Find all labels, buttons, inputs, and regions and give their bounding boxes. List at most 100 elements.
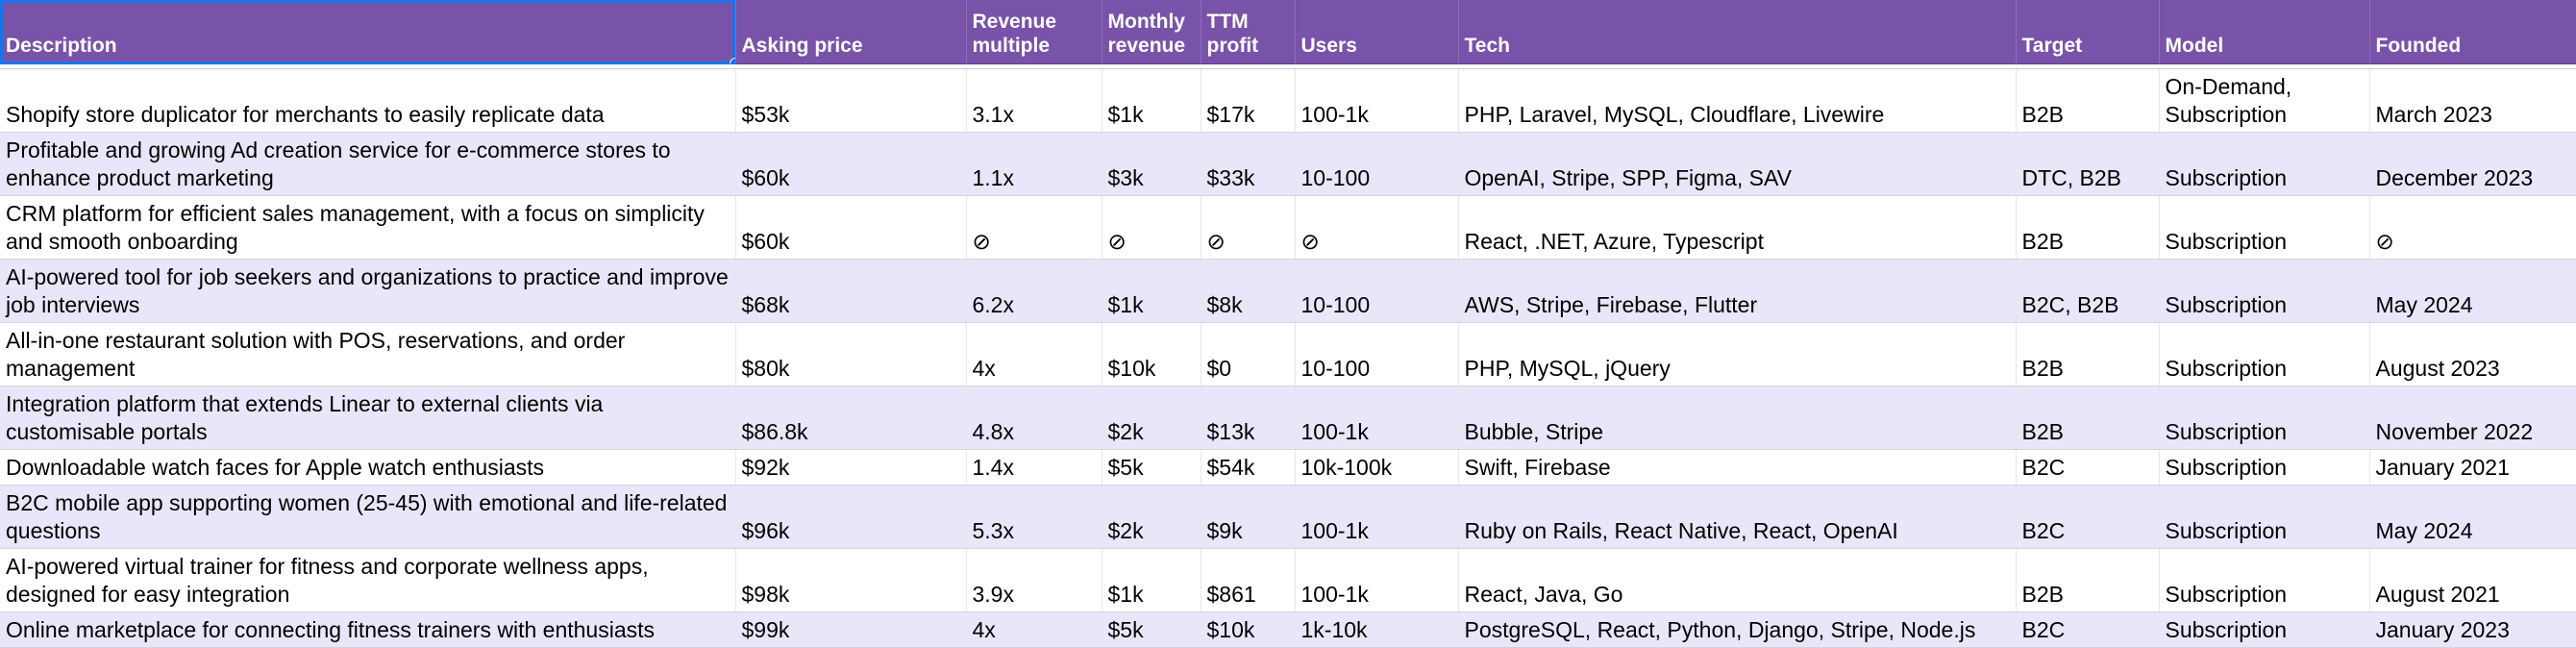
cell-monthly-revenue[interactable]: $3k bbox=[1102, 132, 1201, 196]
cell-users[interactable]: 1k-10k bbox=[1295, 611, 1459, 648]
cell-asking-price[interactable]: $92k bbox=[735, 449, 967, 486]
cell-model[interactable]: Subscription bbox=[2159, 195, 2370, 260]
cell-asking-price[interactable]: $60k bbox=[735, 132, 967, 196]
cell-monthly-revenue[interactable]: $10k bbox=[1102, 322, 1201, 386]
cell-ttm-profit[interactable]: $13k bbox=[1201, 386, 1296, 450]
cell-revenue-multiple[interactable]: ⊘ bbox=[966, 195, 1102, 260]
cell-founded[interactable]: August 2023 bbox=[2369, 322, 2576, 386]
cell-tech[interactable]: PHP, MySQL, jQuery bbox=[1458, 322, 2017, 386]
cell-description[interactable]: CRM platform for efficient sales managem… bbox=[0, 195, 736, 260]
cell-target[interactable]: B2B bbox=[2016, 322, 2160, 386]
cell-monthly-revenue[interactable]: $5k bbox=[1102, 449, 1201, 486]
cell-asking-price[interactable]: $60k bbox=[735, 195, 967, 260]
cell-users[interactable]: 100-1k bbox=[1295, 68, 1459, 133]
cell-description[interactable]: Profitable and growing Ad creation servi… bbox=[0, 132, 736, 196]
cell-monthly-revenue[interactable]: $2k bbox=[1102, 386, 1201, 450]
cell-founded[interactable]: May 2024 bbox=[2369, 485, 2576, 549]
cell-users[interactable]: 10k-100k bbox=[1295, 449, 1459, 486]
cell-description[interactable]: Downloadable watch faces for Apple watch… bbox=[0, 449, 736, 486]
cell-ttm-profit[interactable]: $10k bbox=[1201, 611, 1296, 648]
cell-asking-price[interactable]: $98k bbox=[735, 548, 967, 612]
cell-target[interactable]: B2C bbox=[2016, 611, 2160, 648]
cell-tech[interactable]: Swift, Firebase bbox=[1458, 449, 2017, 486]
column-header-founded[interactable]: Founded bbox=[2369, 0, 2576, 64]
cell-users[interactable]: 10-100 bbox=[1295, 132, 1459, 196]
cell-tech[interactable]: OpenAI, Stripe, SPP, Figma, SAV bbox=[1458, 132, 2017, 196]
cell-revenue-multiple[interactable]: 5.3x bbox=[966, 485, 1102, 549]
cell-revenue-multiple[interactable]: 4.8x bbox=[966, 386, 1102, 450]
column-header-revenue-multiple[interactable]: Revenue multiple bbox=[966, 0, 1102, 64]
cell-model[interactable]: Subscription bbox=[2159, 485, 2370, 549]
cell-model[interactable]: Subscription bbox=[2159, 259, 2370, 323]
cell-tech[interactable]: PostgreSQL, React, Python, Django, Strip… bbox=[1458, 611, 2017, 648]
cell-users[interactable]: 10-100 bbox=[1295, 259, 1459, 323]
cell-monthly-revenue[interactable]: $5k bbox=[1102, 611, 1201, 648]
cell-ttm-profit[interactable]: $33k bbox=[1201, 132, 1296, 196]
cell-target[interactable]: B2B bbox=[2016, 548, 2160, 612]
cell-description[interactable]: AI-powered tool for job seekers and orga… bbox=[0, 259, 736, 323]
cell-description[interactable]: All-in-one restaurant solution with POS,… bbox=[0, 322, 736, 386]
cell-tech[interactable]: PHP, Laravel, MySQL, Cloudflare, Livewir… bbox=[1458, 68, 2017, 133]
cell-target[interactable]: B2B bbox=[2016, 68, 2160, 133]
column-header-tech[interactable]: Tech bbox=[1458, 0, 2017, 64]
cell-monthly-revenue[interactable]: $2k bbox=[1102, 485, 1201, 549]
cell-model[interactable]: Subscription bbox=[2159, 322, 2370, 386]
cell-founded[interactable]: May 2024 bbox=[2369, 259, 2576, 323]
cell-tech[interactable]: React, Java, Go bbox=[1458, 548, 2017, 612]
cell-monthly-revenue[interactable]: $1k bbox=[1102, 68, 1201, 133]
selection-handle[interactable] bbox=[729, 58, 734, 63]
cell-target[interactable]: B2C bbox=[2016, 449, 2160, 486]
cell-revenue-multiple[interactable]: 3.9x bbox=[966, 548, 1102, 612]
cell-ttm-profit[interactable]: $0 bbox=[1201, 322, 1296, 386]
column-header-users[interactable]: Users bbox=[1295, 0, 1459, 64]
cell-target[interactable]: B2B bbox=[2016, 386, 2160, 450]
cell-model[interactable]: Subscription bbox=[2159, 449, 2370, 486]
cell-tech[interactable]: AWS, Stripe, Firebase, Flutter bbox=[1458, 259, 2017, 323]
cell-ttm-profit[interactable]: $9k bbox=[1201, 485, 1296, 549]
column-header-description[interactable]: Description bbox=[0, 0, 736, 64]
cell-model[interactable]: Subscription bbox=[2159, 386, 2370, 450]
cell-target[interactable]: B2C bbox=[2016, 485, 2160, 549]
cell-monthly-revenue[interactable]: $1k bbox=[1102, 259, 1201, 323]
cell-asking-price[interactable]: $96k bbox=[735, 485, 967, 549]
cell-users[interactable]: 100-1k bbox=[1295, 548, 1459, 612]
cell-ttm-profit[interactable]: $8k bbox=[1201, 259, 1296, 323]
cell-ttm-profit[interactable]: $861 bbox=[1201, 548, 1296, 612]
cell-tech[interactable]: React, .NET, Azure, Typescript bbox=[1458, 195, 2017, 260]
cell-description[interactable]: Integration platform that extends Linear… bbox=[0, 386, 736, 450]
cell-ttm-profit[interactable]: $17k bbox=[1201, 68, 1296, 133]
cell-asking-price[interactable]: $53k bbox=[735, 68, 967, 133]
cell-founded[interactable]: ⊘ bbox=[2369, 195, 2576, 260]
column-header-asking-price[interactable]: Asking price bbox=[735, 0, 967, 64]
cell-revenue-multiple[interactable]: 3.1x bbox=[966, 68, 1102, 133]
cell-revenue-multiple[interactable]: 4x bbox=[966, 611, 1102, 648]
cell-revenue-multiple[interactable]: 4x bbox=[966, 322, 1102, 386]
cell-revenue-multiple[interactable]: 1.4x bbox=[966, 449, 1102, 486]
column-header-model[interactable]: Model bbox=[2159, 0, 2370, 64]
cell-founded[interactable]: August 2021 bbox=[2369, 548, 2576, 612]
cell-asking-price[interactable]: $99k bbox=[735, 611, 967, 648]
cell-monthly-revenue[interactable]: ⊘ bbox=[1102, 195, 1201, 260]
column-header-ttm-profit[interactable]: TTM profit bbox=[1201, 0, 1296, 64]
cell-users[interactable]: 100-1k bbox=[1295, 485, 1459, 549]
cell-users[interactable]: 10-100 bbox=[1295, 322, 1459, 386]
cell-asking-price[interactable]: $80k bbox=[735, 322, 967, 386]
cell-tech[interactable]: Ruby on Rails, React Native, React, Open… bbox=[1458, 485, 2017, 549]
cell-model[interactable]: Subscription bbox=[2159, 611, 2370, 648]
cell-description[interactable]: B2C mobile app supporting women (25-45) … bbox=[0, 485, 736, 549]
cell-founded[interactable]: November 2022 bbox=[2369, 386, 2576, 450]
cell-target[interactable]: DTC, B2B bbox=[2016, 132, 2160, 196]
column-header-target[interactable]: Target bbox=[2016, 0, 2160, 64]
cell-model[interactable]: Subscription bbox=[2159, 548, 2370, 612]
cell-founded[interactable]: December 2023 bbox=[2369, 132, 2576, 196]
cell-model[interactable]: Subscription bbox=[2159, 132, 2370, 196]
cell-ttm-profit[interactable]: ⊘ bbox=[1201, 195, 1296, 260]
cell-description[interactable]: Online marketplace for connecting fitnes… bbox=[0, 611, 736, 648]
cell-revenue-multiple[interactable]: 6.2x bbox=[966, 259, 1102, 323]
cell-ttm-profit[interactable]: $54k bbox=[1201, 449, 1296, 486]
cell-founded[interactable]: January 2023 bbox=[2369, 611, 2576, 648]
cell-monthly-revenue[interactable]: $1k bbox=[1102, 548, 1201, 612]
cell-target[interactable]: B2B bbox=[2016, 195, 2160, 260]
cell-description[interactable]: AI-powered virtual trainer for fitness a… bbox=[0, 548, 736, 612]
cell-tech[interactable]: Bubble, Stripe bbox=[1458, 386, 2017, 450]
